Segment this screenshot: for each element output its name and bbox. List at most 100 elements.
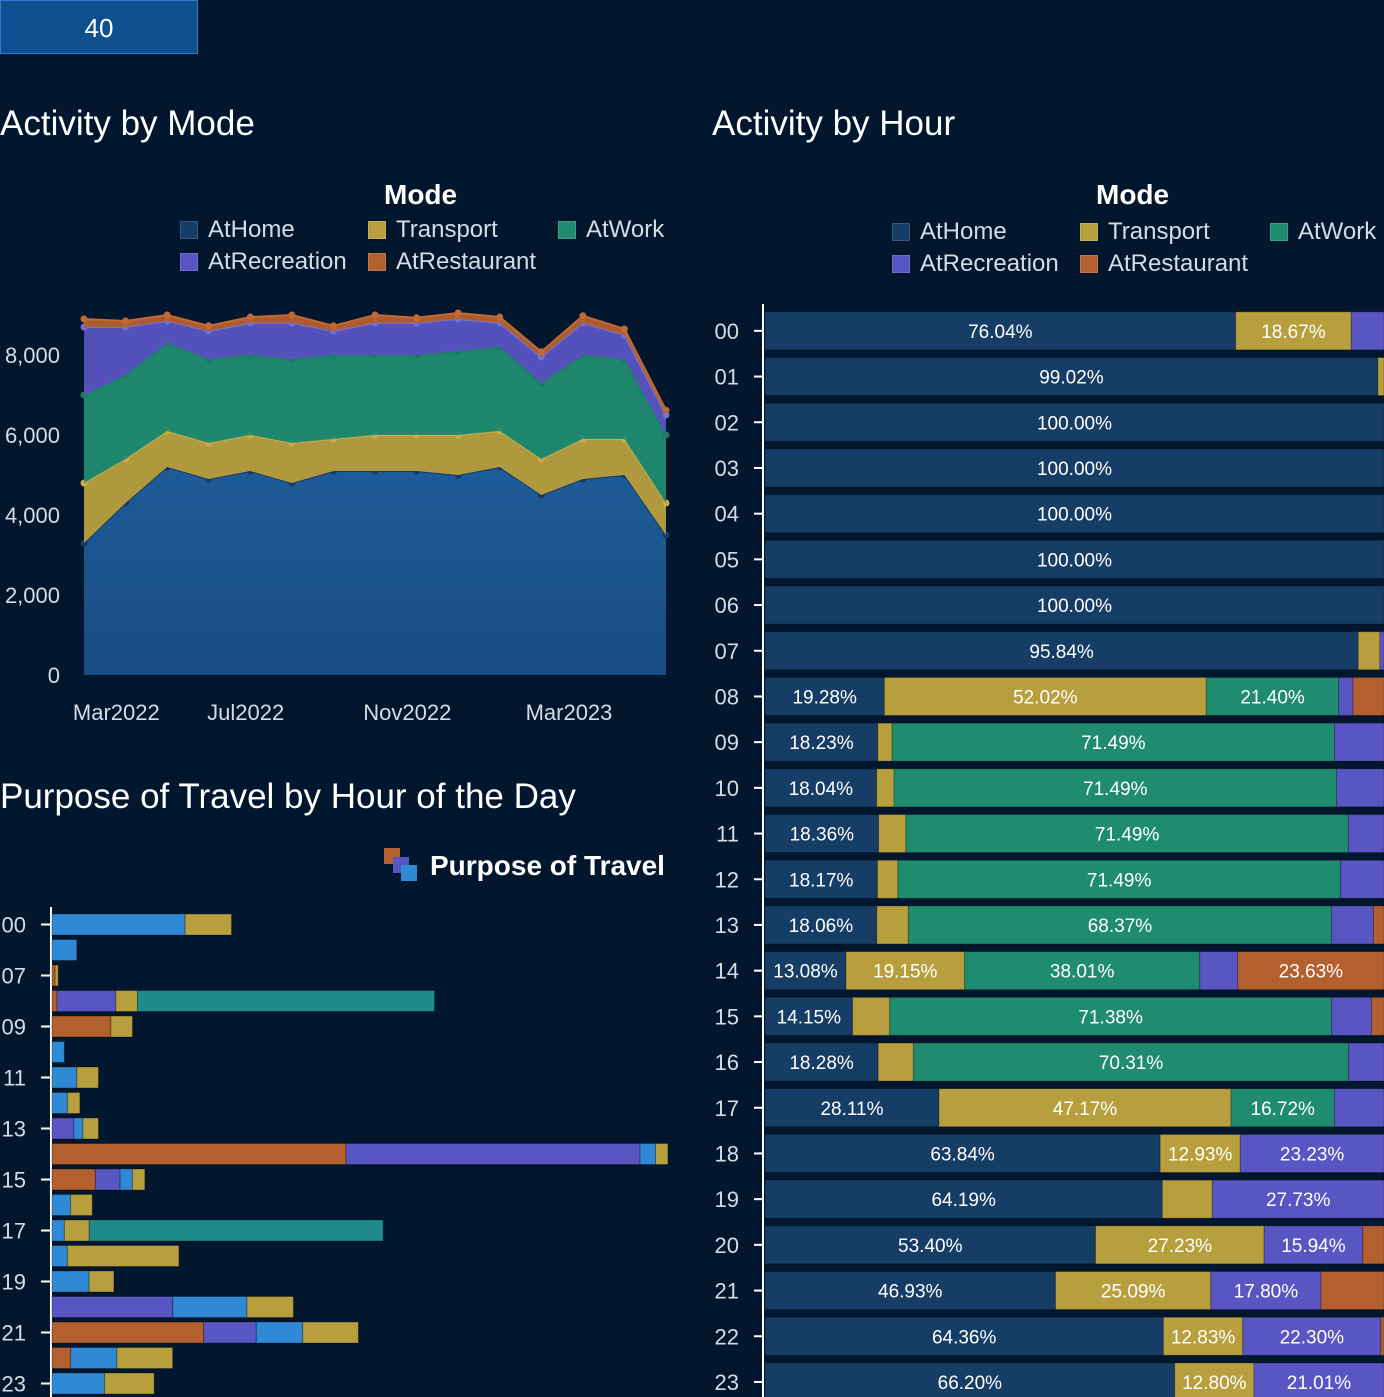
legend-label: AtRestaurant [1108, 250, 1249, 277]
mode-legend-atrecreation[interactable]: AtRecreation [180, 248, 347, 276]
bar-value-label: 16.72% [1251, 1099, 1316, 1120]
purpose-bar-segment [51, 1015, 112, 1038]
bar-segment-atrecreation [1211, 1179, 1384, 1219]
purpose-bar-segment [51, 1066, 78, 1089]
purpose-legend-icon [384, 848, 420, 884]
area-atrestaurant [84, 313, 666, 415]
bar-segment-athome [764, 539, 1384, 579]
hour-legend-title: Mode [1096, 179, 1170, 210]
purpose-bar-segment [115, 990, 138, 1012]
bar-value-label: 27.23% [1148, 1236, 1213, 1257]
bar-value-label: 95.84% [1029, 642, 1094, 663]
bar-value-label: 64.19% [931, 1190, 996, 1211]
bar-segment-transport [1095, 1225, 1265, 1265]
hour-chart-title: Activity by Hour [712, 104, 956, 143]
purpose-bar-segment [51, 1219, 65, 1242]
bar-segment-transport [877, 1042, 914, 1082]
bar-value-label: 23.63% [1279, 962, 1344, 983]
purpose-bar-segment [51, 1168, 96, 1191]
hour-label: 06 [715, 593, 739, 618]
hour-label: 15 [715, 1004, 739, 1029]
bar-value-label: 64.36% [932, 1327, 997, 1348]
bar-segment-atrecreation [1336, 768, 1384, 808]
purpose-bar-segment [88, 1219, 384, 1242]
hour-legend-transport[interactable]: Transport [1080, 218, 1210, 246]
bar-value-label: 12.93% [1168, 1144, 1233, 1165]
bar-value-label: 68.37% [1088, 916, 1153, 937]
bar-value-label: 71.49% [1081, 733, 1146, 754]
hour-label: 07 [2, 964, 26, 989]
point-atrestaurant [163, 311, 171, 319]
bar-segment-atrestaurant [1372, 905, 1384, 945]
purpose-bar-segment [246, 1296, 294, 1318]
hour-label: 15 [2, 1168, 26, 1193]
y-tick-label: 4,000 [5, 503, 60, 528]
bar-segment-atrestaurant [1352, 676, 1384, 716]
legend-label: AtHome [920, 218, 1007, 245]
bar-segment-transport [1054, 1271, 1212, 1311]
bar-segment-atwork [1205, 676, 1340, 716]
bar-value-label: 18.36% [790, 825, 855, 846]
x-tick-label: Jul2022 [207, 700, 284, 725]
bar-value-label: 76.04% [968, 322, 1033, 343]
bar-segment-atrecreation [1331, 905, 1374, 945]
mode-chart-title: Activity by Mode [0, 104, 255, 143]
bar-value-label: 70.31% [1099, 1053, 1164, 1074]
bar-value-label: 99.02% [1039, 368, 1104, 389]
bar-value-label: 71.49% [1083, 779, 1148, 800]
hour-legend-atwork[interactable]: AtWork [1270, 218, 1376, 246]
bar-segment-transport [1377, 357, 1384, 397]
purpose-bar-segment [110, 1015, 133, 1038]
bar-segment-atrecreation [1331, 996, 1373, 1036]
hour-legend-atrecreation[interactable]: AtRecreation [892, 250, 1059, 278]
bar-value-label: 13.08% [773, 962, 838, 983]
bar-segment-transport [1162, 1316, 1244, 1356]
bar-value-label: 100.00% [1037, 413, 1112, 434]
bar-value-label: 100.00% [1037, 459, 1112, 480]
bar-segment-transport [876, 768, 895, 808]
point-atrestaurant [413, 314, 421, 322]
purpose-bar-segment [51, 1270, 90, 1293]
point-atrestaurant [80, 315, 88, 323]
purpose-bar-segment [51, 1321, 205, 1344]
hour-label: 10 [715, 776, 739, 801]
bar-value-label: 46.93% [878, 1282, 943, 1303]
purpose-bar-segment [51, 1372, 106, 1395]
legend-label: AtRecreation [208, 248, 347, 275]
atrestaurant-swatch [1080, 255, 1098, 273]
purpose-legend-title: Purpose of Travel [430, 850, 665, 881]
mode-legend-atwork[interactable]: AtWork [558, 216, 664, 244]
athome-swatch [892, 223, 910, 241]
hour-legend-athome[interactable]: AtHome [892, 218, 1007, 246]
point-atrestaurant [122, 317, 130, 325]
athome-swatch [180, 221, 198, 239]
area-transport [84, 431, 666, 543]
mode-legend-atrestaurant[interactable]: AtRestaurant [368, 248, 536, 276]
bar-value-label: 18.28% [789, 1053, 854, 1074]
bar-segment-athome [764, 1088, 940, 1128]
filter-value-box[interactable]: 40 [0, 0, 198, 54]
hour-label: 21 [2, 1321, 26, 1346]
mode-legend-transport[interactable]: Transport [368, 216, 498, 244]
point-atrestaurant [496, 313, 504, 321]
bar-value-label: 71.49% [1095, 825, 1160, 846]
bar-segment-athome [764, 1362, 1176, 1397]
bar-segment-athome [764, 311, 1237, 351]
purpose-bar-segment [345, 1143, 641, 1165]
bar-segment-athome [764, 448, 1384, 488]
purpose-bar-segment [639, 1143, 657, 1165]
mode-legend-athome[interactable]: AtHome [180, 216, 295, 244]
purpose-bar-segment [63, 1219, 90, 1242]
point-atrestaurant [620, 325, 628, 333]
purpose-bar-segment [70, 1347, 118, 1369]
purpose-bar-segment [302, 1321, 359, 1344]
bar-segment-athome [764, 951, 847, 991]
purpose-bar-segment [51, 1041, 65, 1063]
bar-segment-atrestaurant [1371, 996, 1384, 1036]
mode-legend-title: Mode [384, 179, 458, 210]
atwork-swatch [558, 221, 576, 239]
transport-swatch [1080, 223, 1098, 241]
hour-legend-atrestaurant[interactable]: AtRestaurant [1080, 250, 1248, 278]
bar-segment-athome [764, 1179, 1163, 1219]
hour-label: 23 [715, 1370, 739, 1395]
